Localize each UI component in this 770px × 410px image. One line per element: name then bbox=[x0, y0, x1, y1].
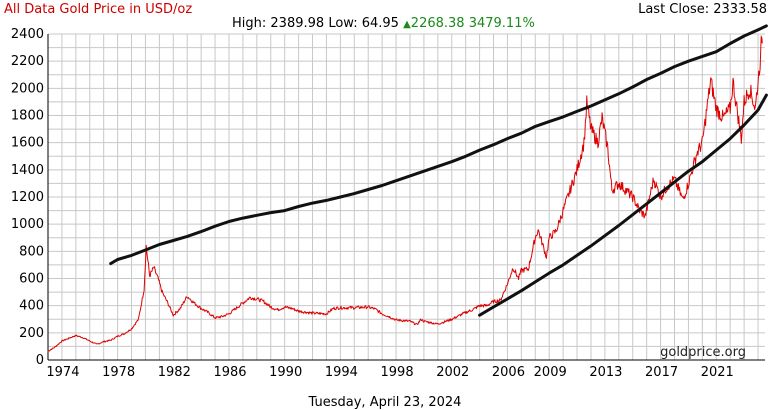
x-tick-label: 1974 bbox=[46, 365, 79, 380]
x-tick-label: 1978 bbox=[102, 365, 135, 380]
y-tick-label: 600 bbox=[19, 272, 44, 287]
x-tick-label: 1994 bbox=[325, 365, 358, 380]
y-tick-label: 400 bbox=[19, 299, 44, 314]
x-tick-label: 2002 bbox=[436, 365, 469, 380]
y-tick-label: 2200 bbox=[11, 54, 44, 69]
chart-date: Tuesday, April 23, 2024 bbox=[308, 395, 462, 410]
last-close-label: Last Close: 2333.58 bbox=[638, 2, 767, 17]
x-tick-label: 1998 bbox=[381, 365, 414, 380]
up-triangle-icon: ▲ bbox=[403, 19, 411, 30]
y-tick-label: 800 bbox=[19, 244, 44, 259]
y-tick-label: 1600 bbox=[11, 136, 44, 151]
low-value: 64.95 bbox=[361, 16, 399, 31]
y-tick-label: 1000 bbox=[11, 217, 44, 232]
x-tick-label: 2006 bbox=[492, 365, 525, 380]
chart-credit: goldprice.org bbox=[660, 345, 746, 360]
x-tick-label: 1986 bbox=[213, 365, 246, 380]
x-tick-label: 1990 bbox=[269, 365, 302, 380]
y-tick-label: 200 bbox=[19, 326, 44, 341]
x-tick-label: 2021 bbox=[701, 365, 734, 380]
high-value: 2389.98 bbox=[270, 16, 325, 31]
change-percent: 3479.11% bbox=[468, 16, 535, 31]
y-tick-label: 2400 bbox=[11, 27, 44, 42]
x-tick-label: 1982 bbox=[158, 365, 191, 380]
gold-series-line bbox=[47, 35, 763, 352]
y-tick-label: 0 bbox=[36, 353, 44, 368]
price-stats: High: 2389.98 Low: 64.95 ▲2268.38 3479.1… bbox=[232, 16, 535, 31]
change-value: 2268.38 bbox=[410, 16, 465, 31]
x-tick-label: 2017 bbox=[645, 365, 678, 380]
chart-title: All Data Gold Price in USD/oz bbox=[4, 2, 193, 17]
y-tick-label: 1200 bbox=[11, 190, 44, 205]
lower-band-series-line bbox=[478, 93, 768, 317]
low-label: Low: bbox=[328, 16, 358, 31]
x-tick-label: 2009 bbox=[534, 365, 567, 380]
upper-band-series-line bbox=[109, 24, 768, 266]
x-tick-label: 2013 bbox=[589, 365, 622, 380]
y-tick-label: 2000 bbox=[11, 81, 44, 96]
y-tick-label: 1800 bbox=[11, 109, 44, 124]
high-label: High: bbox=[232, 16, 267, 31]
y-tick-label: 1400 bbox=[11, 163, 44, 178]
